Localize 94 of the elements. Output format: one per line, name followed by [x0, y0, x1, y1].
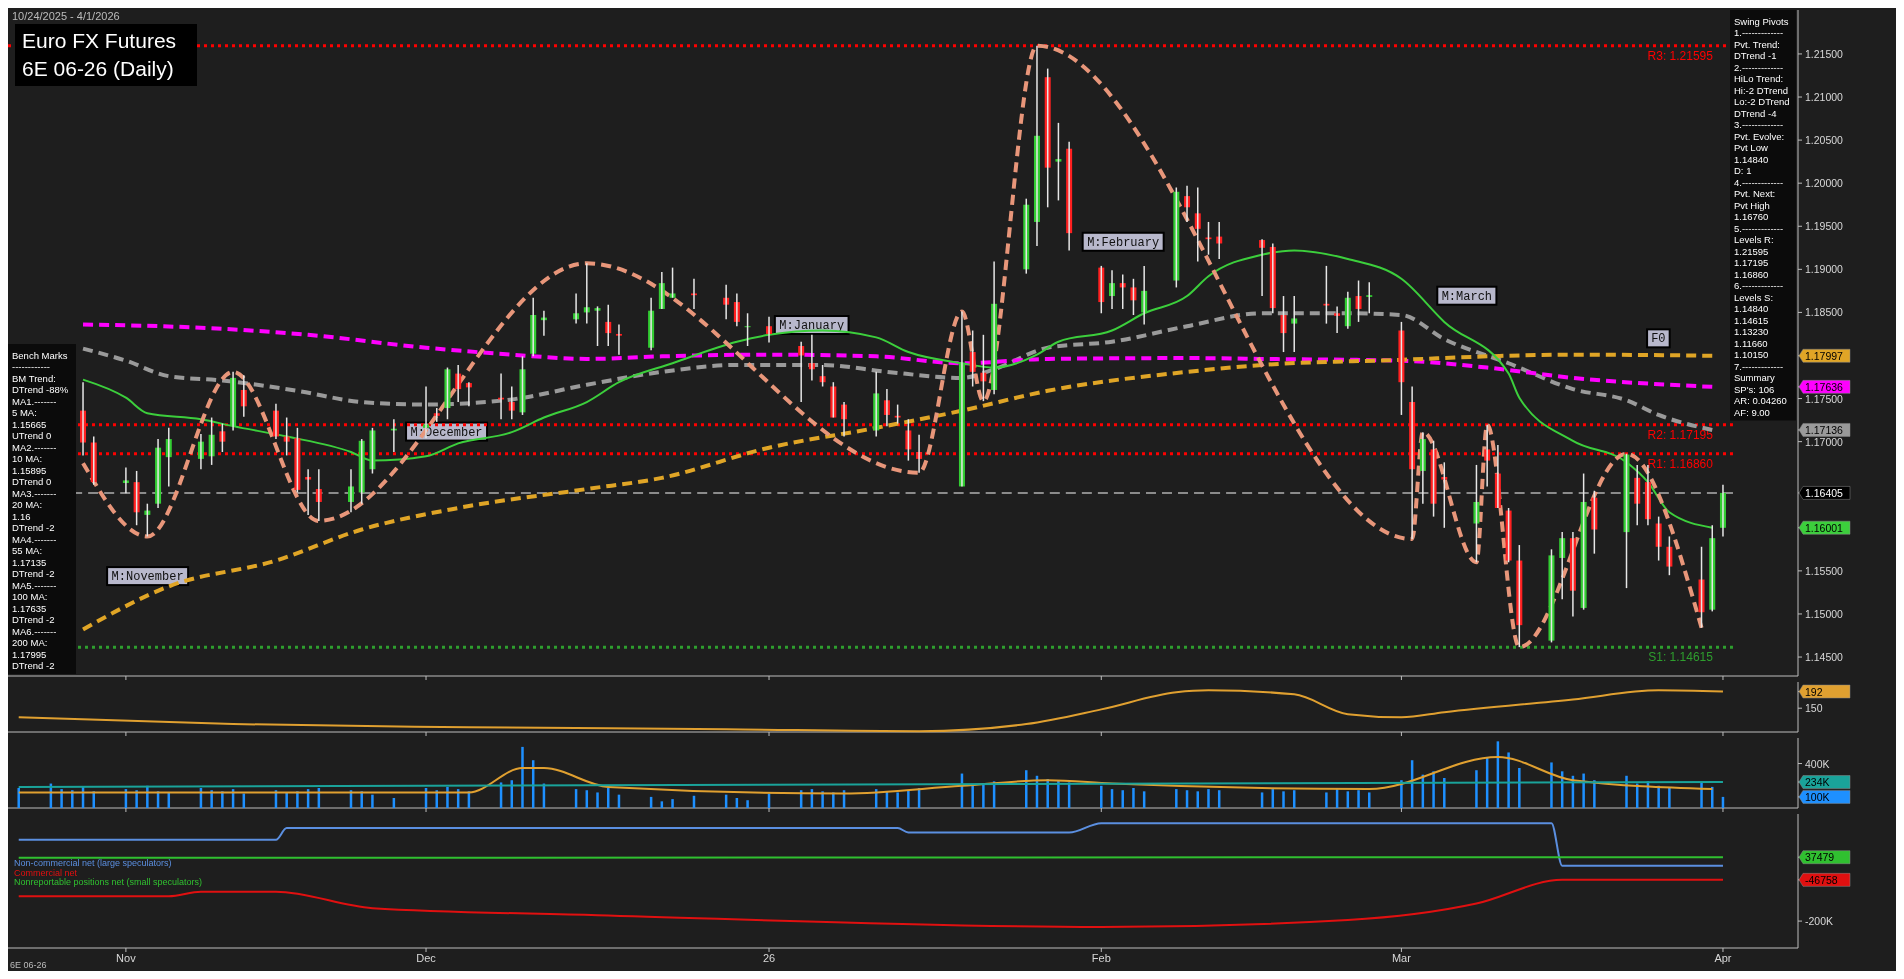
y-tick-label: 150 [1805, 702, 1823, 715]
y-tick-label: 1.21500 [1805, 47, 1844, 60]
bar [1582, 773, 1585, 808]
ref-line-label: S1: 1.14615 [1648, 650, 1714, 665]
bar [1711, 786, 1714, 808]
y-tick-label: 1.19500 [1805, 220, 1844, 233]
y-tick-label: 1.16001 [1805, 521, 1844, 534]
bar [1207, 789, 1210, 808]
candlestick [1323, 265, 1330, 325]
text: Nonreportable positions net (small speculators) [14, 877, 203, 887]
x-tick-label: Mar [1391, 952, 1412, 964]
candlestick [1366, 281, 1373, 315]
y-tick-label: 1.17000 [1805, 435, 1844, 448]
y-tick-label: 1.17636 [1805, 380, 1844, 393]
bar [1175, 789, 1178, 808]
candlestick [594, 305, 601, 347]
annotation: M:February [1087, 235, 1160, 250]
bar [1443, 778, 1446, 808]
ref-line-label: R1: 1.16860 [1647, 456, 1714, 471]
bar [1121, 790, 1124, 808]
y-tick-label: 1.15000 [1805, 607, 1844, 620]
candlestick [669, 266, 676, 299]
annotation: F0 [1651, 332, 1666, 347]
y-tick-label: 1.20500 [1805, 134, 1844, 147]
bar [371, 794, 374, 808]
x-tick-label: Nov [116, 952, 137, 964]
y-tick-label: 1.20000 [1805, 177, 1844, 190]
line-series [81, 352, 1715, 632]
y-tick-label: -200K [1805, 915, 1834, 928]
bar [1132, 788, 1135, 808]
bar [1550, 762, 1553, 808]
y-tick-label: 1.14500 [1805, 651, 1844, 664]
x-tick-label: Dec [416, 952, 437, 964]
annotation: M:December [410, 425, 483, 440]
candlestick [283, 416, 290, 457]
bar [17, 788, 20, 808]
y-tick-label: 37479 [1805, 851, 1835, 864]
bar [971, 785, 974, 808]
info-panel: Bench Marks ------------ BM Trend: DTrend -88% MA1.------- 5 MA: 1.15665 UTrend 0 MA2.------- 10 MA: 1.15895 DTrend 0 MA3.------- 20 MA: 1.16 DTrend -2 MA4.------- 55 MA: 1.17135 DTrend -2 MA5.------- 100 MA: 1.17635 DTrend -2 MA6.------- 200 MA: 1.17995 DTrend -2 [8, 344, 76, 674]
bar [982, 783, 985, 808]
line-series [17, 755, 1714, 795]
y-tick-label: 1.17500 [1805, 392, 1844, 405]
bar [1657, 785, 1660, 808]
bar [671, 799, 674, 808]
bar [896, 792, 899, 808]
bar [596, 792, 599, 808]
y-tick-label: 1.16405 [1805, 486, 1844, 499]
x-tick-label: Apr [1714, 952, 1732, 964]
ref-line-label: R3: 1.21595 [1647, 48, 1714, 63]
y-tick-label: 1.19000 [1805, 263, 1844, 276]
y-tick-label: 1.21000 [1805, 91, 1844, 104]
line-series [81, 322, 1715, 389]
y-tick-label: 1.15500 [1805, 564, 1844, 577]
annotation: M:November [111, 570, 184, 585]
annotation: M:January [779, 319, 845, 334]
bar [1668, 788, 1671, 808]
y-tick-label: 100K [1805, 790, 1830, 803]
line-series [82, 249, 1714, 529]
bar [746, 800, 749, 808]
info-panel: Swing Pivots 1.------------- Pvt. Trend: DTrend -1 2.------------- HiLo Trend: Hi:-2 DTrend Lo:-2 DTrend DTrend -4 3.------------- Pvt. Evolve: Pvt Low 1.14840 D: 1 4.------------- Pvt. Next: Pvt High 1.16760 5.------------- Levels R: 1.21595 1.17195 1.16860 6.------------- Levels S: 1.14840 1.14615 1.13230 1.11660 1.10150 7.------------- Summary SP's: 106 AR: 0.04260 AF: 9.00 [1730, 10, 1796, 421]
bar [907, 790, 910, 808]
annotation: 10/24/2025 - 4/1/2026 [12, 10, 120, 22]
y-tick-label: 192 [1805, 685, 1823, 698]
bar [1368, 792, 1371, 808]
x-tick-label: 26 [762, 952, 776, 964]
annotation: M:March [1441, 289, 1493, 304]
bar [1357, 790, 1360, 808]
candlestick [1055, 122, 1062, 202]
ref-line-label: R2: 1.17195 [1647, 427, 1714, 442]
bar [1518, 768, 1521, 808]
text: 6E 06-26 (Daily) [22, 57, 174, 80]
bar [1100, 785, 1103, 808]
candlestick [1441, 461, 1448, 529]
y-tick-label: 234K [1805, 776, 1830, 788]
bar [446, 786, 449, 808]
x-tick-label: Feb [1091, 952, 1111, 964]
text: 6E 06-26 [10, 960, 47, 970]
candlestick [894, 403, 901, 425]
line-series [17, 689, 1724, 733]
text: Non-commercial net (large speculators) [14, 858, 172, 868]
bar [285, 792, 288, 808]
y-tick-label: -46758 [1805, 873, 1838, 886]
bar [1325, 792, 1328, 808]
y-tick-label: 400K [1805, 757, 1830, 770]
bar [1282, 791, 1285, 808]
y-tick-label: 1.18500 [1805, 306, 1844, 319]
bar [521, 746, 524, 808]
text: Euro FX Futures [22, 29, 177, 52]
text: Commercial net [14, 867, 78, 878]
y-tick-label: 1.17136 [1805, 423, 1844, 436]
candlestick [1205, 221, 1212, 256]
y-tick-label: 1.17997 [1805, 349, 1844, 362]
bar [1507, 752, 1510, 808]
bar [1475, 770, 1478, 808]
